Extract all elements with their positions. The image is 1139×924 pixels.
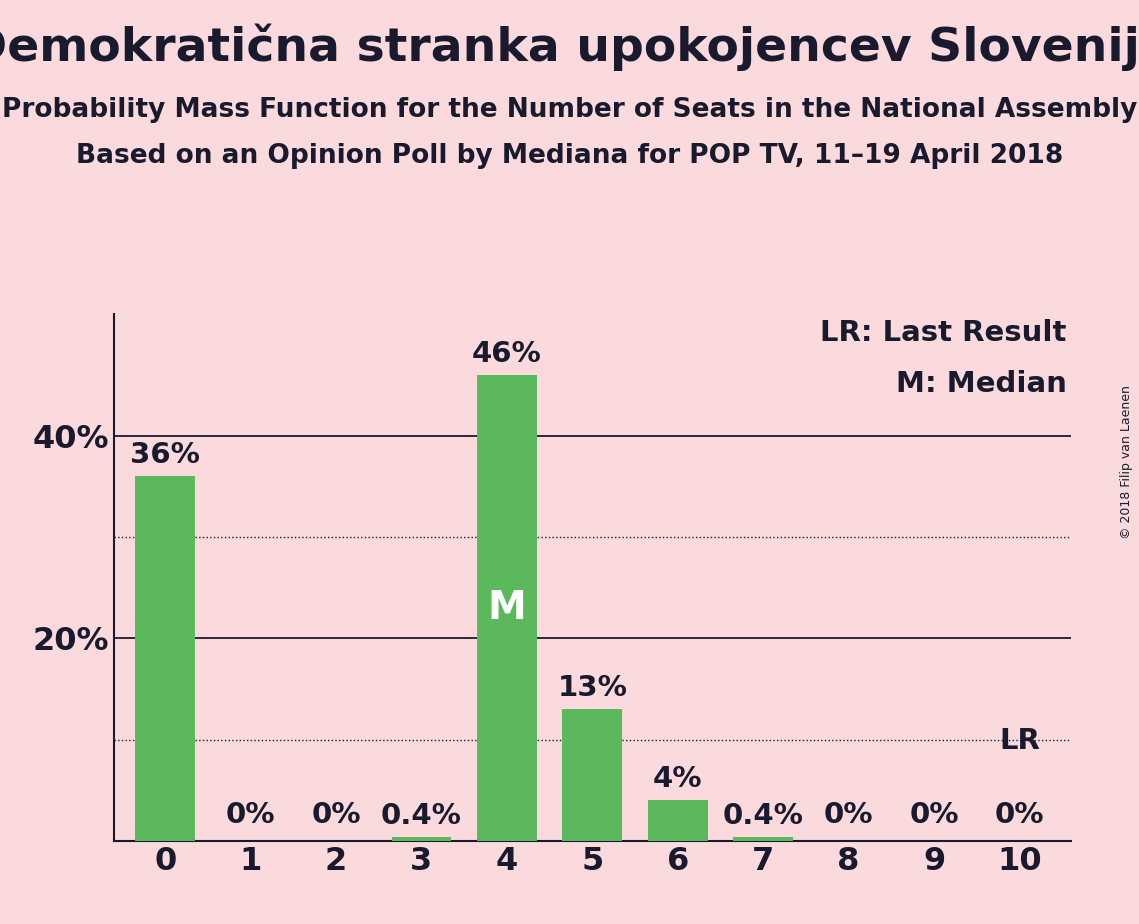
Bar xyxy=(563,710,622,841)
Bar xyxy=(648,800,707,841)
Text: Based on an Opinion Poll by Mediana for POP TV, 11–19 April 2018: Based on an Opinion Poll by Mediana for … xyxy=(76,143,1063,169)
Bar xyxy=(136,476,195,841)
Text: 0.4%: 0.4% xyxy=(722,802,804,830)
Text: © 2018 Filip van Laenen: © 2018 Filip van Laenen xyxy=(1121,385,1133,539)
Text: Probability Mass Function for the Number of Seats in the National Assembly: Probability Mass Function for the Number… xyxy=(2,97,1137,123)
Text: M: Median: M: Median xyxy=(895,370,1066,398)
Bar xyxy=(734,837,793,841)
Text: 0.4%: 0.4% xyxy=(380,802,462,830)
Text: 0%: 0% xyxy=(994,801,1044,829)
Text: Demokratična stranka upokojencev Slovenije: Demokratična stranka upokojencev Sloveni… xyxy=(0,23,1139,70)
Text: 46%: 46% xyxy=(472,340,542,368)
Bar xyxy=(477,375,536,841)
Bar xyxy=(392,837,451,841)
Text: 0%: 0% xyxy=(909,801,959,829)
Text: 0%: 0% xyxy=(823,801,874,829)
Text: 0%: 0% xyxy=(226,801,276,829)
Text: 4%: 4% xyxy=(653,765,703,793)
Text: LR: Last Result: LR: Last Result xyxy=(820,319,1066,347)
Text: 13%: 13% xyxy=(557,675,628,702)
Text: 36%: 36% xyxy=(130,441,200,469)
Text: M: M xyxy=(487,589,526,626)
Text: LR: LR xyxy=(999,727,1040,755)
Text: 0%: 0% xyxy=(311,801,361,829)
